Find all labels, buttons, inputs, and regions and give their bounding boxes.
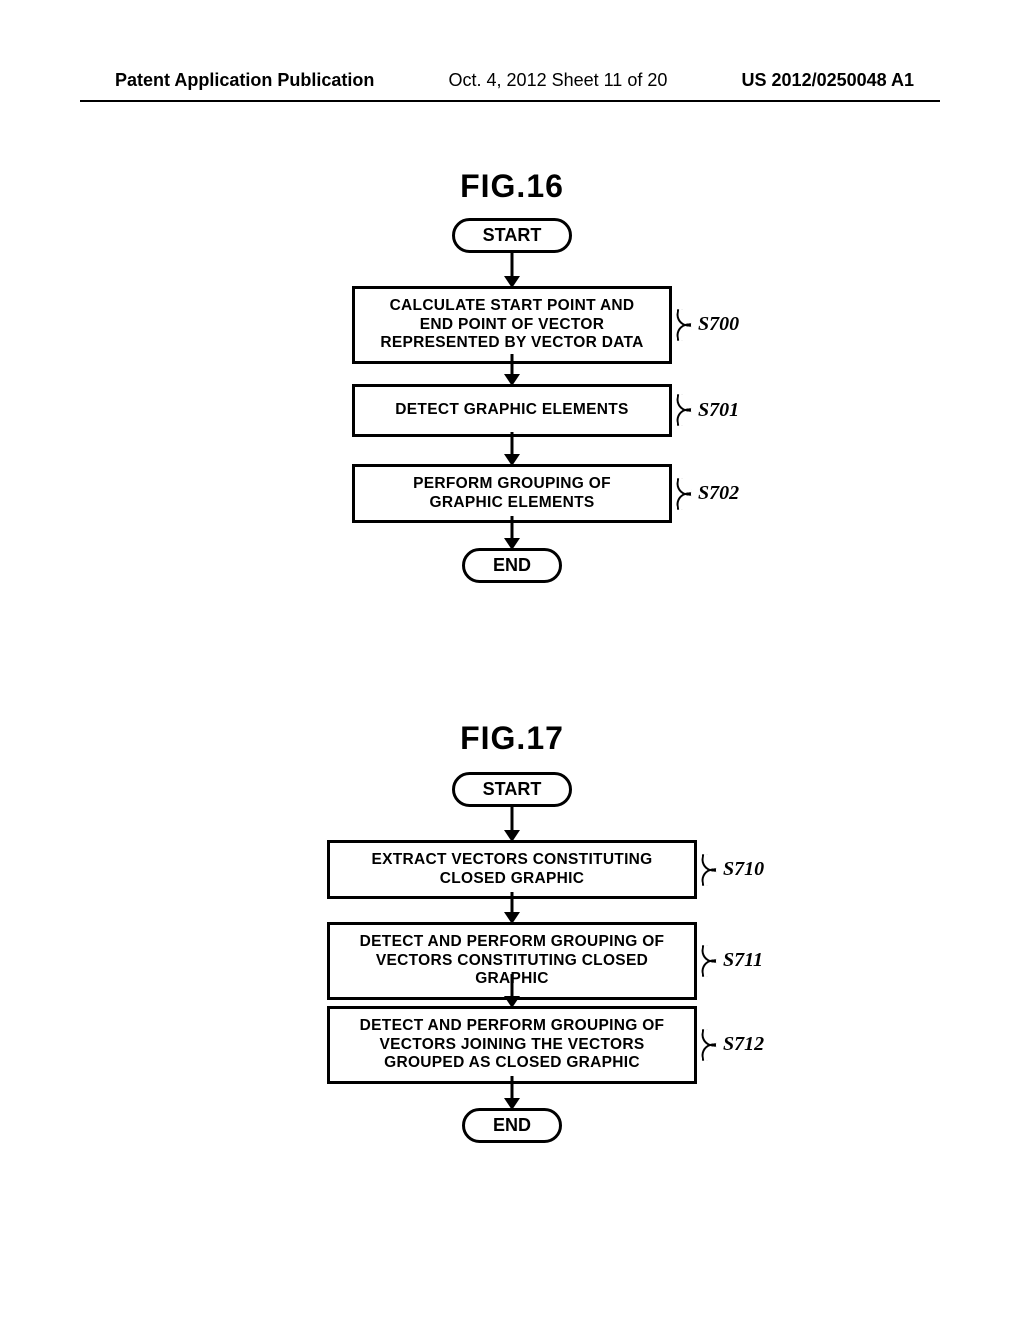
fig17-start: START xyxy=(452,772,573,807)
arrow-icon xyxy=(502,516,522,550)
brace-icon xyxy=(674,398,698,422)
fig17-step-0: EXTRACT VECTORS CONSTITUTINGCLOSED GRAPH… xyxy=(327,840,697,899)
header-rule xyxy=(80,100,940,102)
page-header: Patent Application Publication Oct. 4, 2… xyxy=(0,70,1024,91)
fig16-step-1: DETECT GRAPHIC ELEMENTS xyxy=(352,384,672,437)
fig17-title: FIG.17 xyxy=(0,720,1024,757)
header-left: Patent Application Publication xyxy=(115,70,374,91)
fig17-label-0: S710 xyxy=(723,858,764,881)
header-right: US 2012/0250048 A1 xyxy=(742,70,914,91)
fig16-end: END xyxy=(462,548,562,583)
brace-icon xyxy=(699,858,723,882)
brace-icon xyxy=(674,313,698,337)
brace-icon xyxy=(699,1033,723,1057)
fig16-label-1: S701 xyxy=(698,399,739,422)
arrow-icon xyxy=(502,974,522,1008)
fig17-step-2: DETECT AND PERFORM GROUPING OFVECTORS JO… xyxy=(327,1006,697,1084)
header-center: Oct. 4, 2012 Sheet 11 of 20 xyxy=(449,70,668,91)
brace-icon xyxy=(674,482,698,506)
arrow-icon xyxy=(502,1076,522,1110)
fig16-label-0: S700 xyxy=(698,313,739,336)
arrow-icon xyxy=(502,806,522,842)
fig16-step-2: PERFORM GROUPING OFGRAPHIC ELEMENTS xyxy=(352,464,672,523)
fig16-start: START xyxy=(452,218,573,253)
brace-icon xyxy=(699,949,723,973)
fig17-label-1: S711 xyxy=(723,949,763,972)
arrow-icon xyxy=(502,892,522,924)
fig16-label-2: S702 xyxy=(698,482,739,505)
fig16-step-0: CALCULATE START POINT ANDEND POINT OF VE… xyxy=(352,286,672,364)
fig16-title: FIG.16 xyxy=(0,168,1024,205)
fig17-end: END xyxy=(462,1108,562,1143)
arrow-icon xyxy=(502,354,522,386)
arrow-icon xyxy=(502,432,522,466)
arrow-icon xyxy=(502,252,522,288)
fig17-label-2: S712 xyxy=(723,1033,764,1056)
